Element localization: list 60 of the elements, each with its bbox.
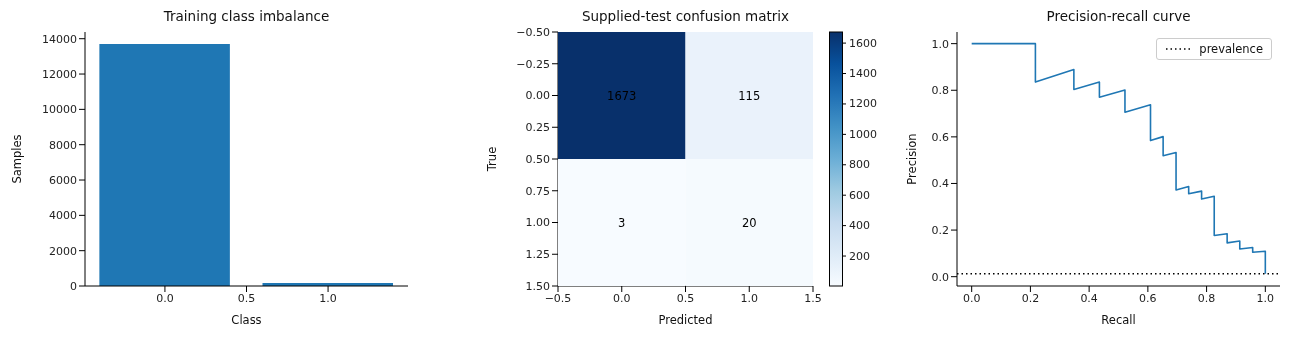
y-axis-title: True bbox=[485, 146, 499, 173]
color-bar-label: 800 bbox=[849, 158, 870, 172]
chart-title: Precision-recall curve bbox=[1045, 8, 1192, 24]
data-label: 3 bbox=[618, 215, 626, 230]
y-tick-label: 0 bbox=[70, 279, 77, 293]
chart-title: Supplied-test confusion matrix bbox=[580, 8, 791, 24]
color-bar-label: 1600 bbox=[849, 36, 877, 50]
y-tick-label: 10000 bbox=[42, 103, 77, 117]
color-bar-label: 1200 bbox=[849, 97, 877, 111]
y-tick-label: 6000 bbox=[49, 173, 77, 187]
y-axis-title: Precision bbox=[905, 133, 919, 185]
y-axis-title: Samples bbox=[10, 134, 24, 184]
chart-title: Training class imbalance bbox=[162, 8, 331, 24]
legend-label: prevalence bbox=[1199, 42, 1263, 56]
x-tick-label: 1.5 bbox=[804, 291, 822, 305]
y-tick-label: 2000 bbox=[49, 244, 77, 258]
y-tick-label: 0.25 bbox=[525, 121, 550, 135]
y-tick-label: 0.6 bbox=[931, 130, 949, 144]
y-tick-label: 1.25 bbox=[525, 248, 550, 262]
x-tick-label: 1.0 bbox=[319, 291, 337, 305]
x-tick-label: 0.0 bbox=[613, 291, 631, 305]
x-axis-title: Recall bbox=[1101, 313, 1136, 327]
line-series bbox=[970, 42, 1267, 275]
y-tick-label: −0.50 bbox=[516, 25, 550, 39]
x-tick-label: 0.6 bbox=[1139, 291, 1157, 305]
y-tick-label: 0.0 bbox=[931, 270, 949, 284]
y-tick-label: −0.25 bbox=[516, 57, 550, 71]
y-tick-label: 12000 bbox=[42, 67, 77, 81]
color-bar-label: 400 bbox=[849, 219, 870, 233]
data-label: 115 bbox=[738, 88, 761, 103]
x-tick-label: 1.0 bbox=[740, 291, 758, 305]
color-bar-label: 1000 bbox=[849, 127, 877, 141]
y-tick-label: 0.2 bbox=[931, 223, 949, 237]
x-tick-label: 0.0 bbox=[962, 291, 981, 305]
x-tick-label: 0.5 bbox=[237, 291, 256, 305]
y-tick-label: 1.50 bbox=[525, 279, 550, 293]
x-tick-label: 0.0 bbox=[156, 291, 174, 305]
x-tick-label: 0.8 bbox=[1197, 291, 1216, 305]
data-label: 1673 bbox=[607, 88, 637, 103]
y-tick-label: 0.50 bbox=[525, 152, 550, 166]
x-axis-title: Class bbox=[231, 313, 262, 327]
y-tick-label: 0.8 bbox=[931, 84, 949, 98]
x-tick-label: 0.5 bbox=[676, 291, 695, 305]
x-tick-label: 0.4 bbox=[1080, 291, 1098, 305]
x-axis-title: Predicted bbox=[658, 313, 713, 327]
color-bar-label: 200 bbox=[849, 249, 870, 263]
color-bar-label: 1400 bbox=[849, 67, 877, 81]
y-tick-label: 1.00 bbox=[525, 216, 550, 230]
x-tick-label: 0.2 bbox=[1021, 291, 1040, 305]
y-tick-label: 1.0 bbox=[931, 37, 949, 51]
color-bar-label: 600 bbox=[849, 188, 870, 202]
y-tick-label: 4000 bbox=[49, 209, 77, 223]
y-tick-label: 0.75 bbox=[525, 184, 550, 198]
data-label: 20 bbox=[741, 215, 757, 230]
y-tick-label: 0.4 bbox=[931, 177, 949, 191]
x-tick-label: −0.5 bbox=[544, 291, 572, 305]
x-tick-label: 1.0 bbox=[1256, 291, 1275, 305]
y-tick-label: 0.00 bbox=[525, 89, 550, 103]
y-tick-label: 14000 bbox=[42, 32, 77, 46]
y-tick-label: 8000 bbox=[49, 138, 77, 152]
